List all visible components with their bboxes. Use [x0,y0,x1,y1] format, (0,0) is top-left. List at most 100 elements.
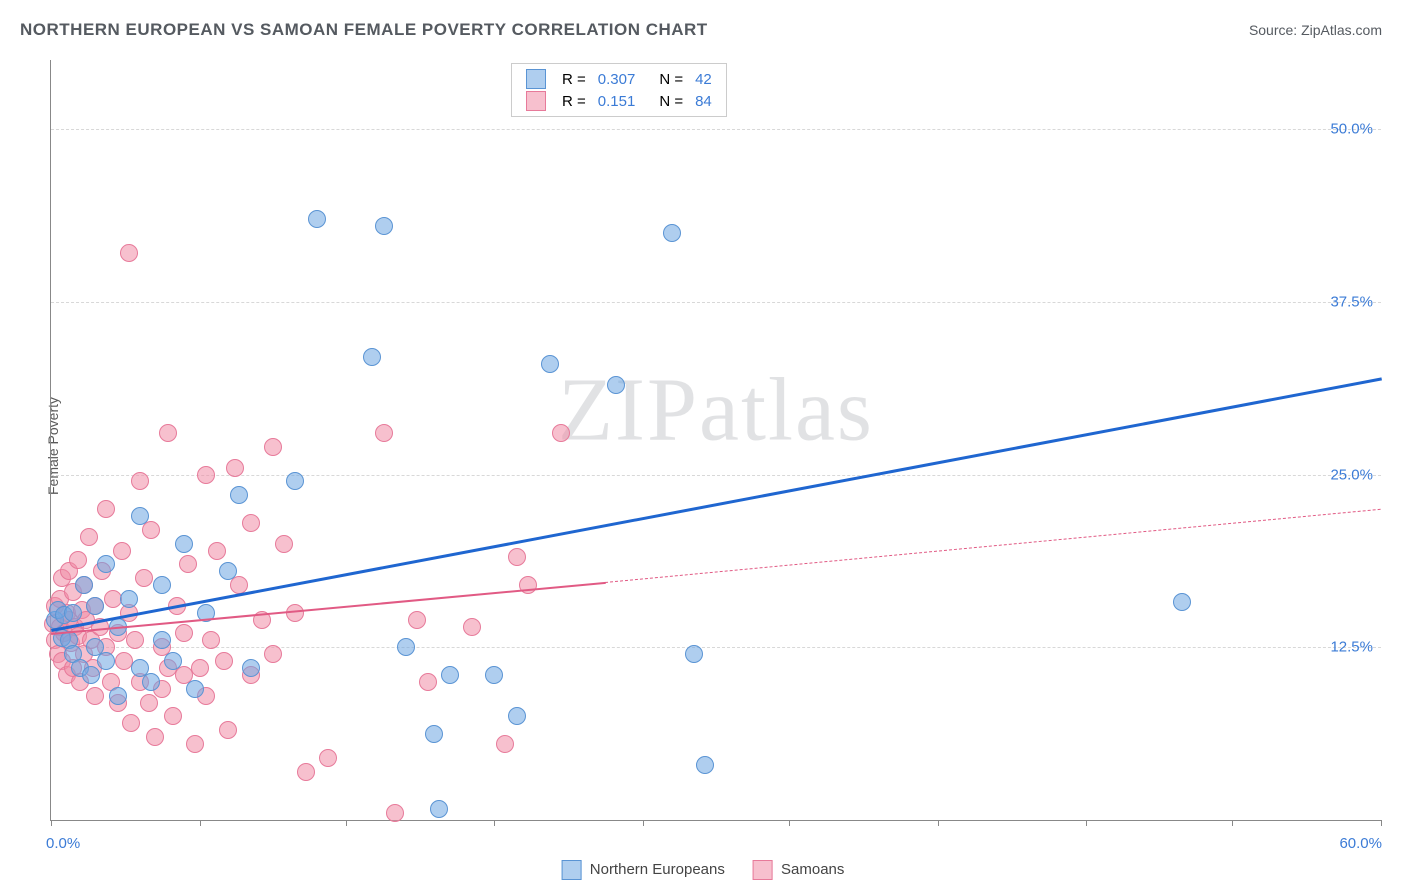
data-point [430,800,448,818]
x-axis-origin-label: 0.0% [46,835,80,852]
data-point [186,680,204,698]
legend-series: Northern Europeans Samoans [548,860,859,880]
data-point [69,551,87,569]
legend-n-value: 42 [689,68,718,90]
data-point [463,618,481,636]
legend-swatch [526,69,546,89]
gridline [51,647,1381,648]
x-tick [938,820,939,826]
data-point [397,638,415,656]
legend-r-label: R = [556,90,592,112]
data-point [375,424,393,442]
x-tick [346,820,347,826]
data-point [191,659,209,677]
source-label: Source: ZipAtlas.com [1249,22,1382,38]
data-point [131,472,149,490]
data-point [408,611,426,629]
data-point [82,666,100,684]
data-point [97,555,115,573]
data-point [97,652,115,670]
data-point [541,355,559,373]
legend-r-value: 0.307 [592,68,642,90]
data-point [219,562,237,580]
data-point [219,721,237,739]
data-point [226,459,244,477]
legend-item: Northern Europeans [562,860,725,880]
data-point [508,707,526,725]
data-point [179,555,197,573]
gridline [51,475,1381,476]
data-point [122,714,140,732]
data-point [97,500,115,518]
data-point [215,652,233,670]
x-tick [51,820,52,826]
data-point [308,210,326,228]
data-point [126,631,144,649]
chart-container: NORTHERN EUROPEAN VS SAMOAN FEMALE POVER… [0,0,1406,892]
y-tick-label: 25.0% [1330,466,1373,483]
data-point [230,486,248,504]
data-point [508,548,526,566]
data-point [363,348,381,366]
x-tick [1086,820,1087,826]
x-tick [789,820,790,826]
x-tick [1381,820,1382,826]
data-point [131,507,149,525]
data-point [386,804,404,822]
data-point [696,756,714,774]
data-point [86,597,104,615]
legend-swatch [562,860,582,880]
data-point [164,707,182,725]
data-point [663,224,681,242]
data-point [375,217,393,235]
data-point [197,466,215,484]
data-point [120,590,138,608]
y-tick-label: 12.5% [1330,639,1373,656]
x-tick [494,820,495,826]
legend-swatch [753,860,773,880]
legend-n-label: N = [641,68,689,90]
legend-n-value: 84 [689,90,718,112]
legend-r-label: R = [556,68,592,90]
legend-series-label: Northern Europeans [590,861,725,878]
trend-line [605,509,1381,583]
gridline [51,302,1381,303]
data-point [142,673,160,691]
data-point [264,645,282,663]
data-point [159,424,177,442]
x-tick [1232,820,1233,826]
data-point [264,438,282,456]
data-point [202,631,220,649]
legend-r-value: 0.151 [592,90,642,112]
data-point [175,624,193,642]
data-point [425,725,443,743]
y-tick-label: 50.0% [1330,121,1373,138]
data-point [120,244,138,262]
data-point [135,569,153,587]
data-point [64,604,82,622]
chart-title: NORTHERN EUROPEAN VS SAMOAN FEMALE POVER… [20,20,708,40]
data-point [175,535,193,553]
gridline [51,129,1381,130]
data-point [685,645,703,663]
data-point [607,376,625,394]
data-point [75,576,93,594]
data-point [496,735,514,753]
data-point [275,535,293,553]
data-point [109,687,127,705]
data-point [146,728,164,746]
legend-swatch [526,91,546,111]
data-point [242,659,260,677]
y-tick-label: 37.5% [1330,293,1373,310]
data-point [242,514,260,532]
data-point [80,528,98,546]
x-tick [200,820,201,826]
data-point [153,576,171,594]
legend-stats: R =0.307N =42R =0.151N =84 [511,63,727,117]
data-point [552,424,570,442]
watermark: ZIPatlas [558,358,874,461]
data-point [319,749,337,767]
legend-item: Samoans [753,860,845,880]
plot-area: ZIPatlas R =0.307N =42R =0.151N =84 12.5… [50,60,1381,821]
data-point [441,666,459,684]
